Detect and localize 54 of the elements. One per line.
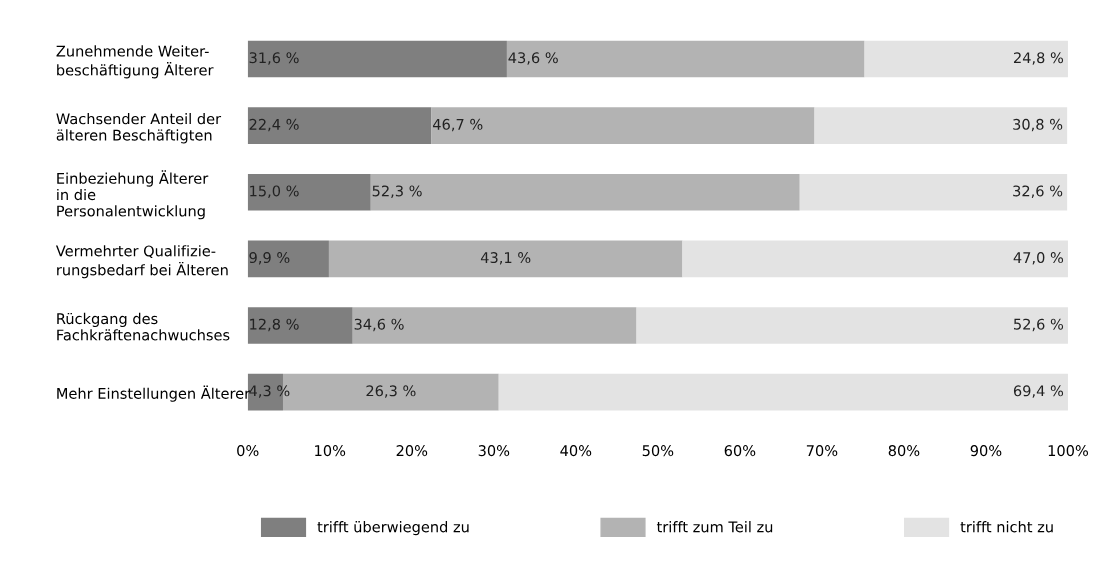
legend-label: trifft zum Teil zu — [656, 521, 773, 533]
bar — [864, 40, 1068, 78]
x-tick-label: 30% — [478, 445, 510, 457]
x-tick-label: 100% — [1048, 445, 1089, 457]
bar — [247, 107, 432, 144]
bar — [814, 107, 1068, 144]
bar — [799, 173, 1068, 211]
x-tick-label: 80% — [888, 445, 920, 457]
x-tick-label: 50% — [642, 445, 674, 457]
data-label: 31,6 % — [249, 52, 299, 65]
y-tick-label: Mehr Einstellungen Älterer — [57, 385, 251, 402]
bar — [352, 307, 637, 344]
data-label: 4,3 % — [249, 385, 290, 398]
data-label: 24,8 % — [1013, 52, 1064, 65]
legend-label: trifft überwiegend zu — [317, 521, 469, 536]
data-label: 12,8 % — [250, 318, 299, 332]
data-label: 47,0 % — [1013, 252, 1064, 265]
data-label: 30,8 % — [1013, 118, 1063, 132]
data-label: 22,4 % — [249, 118, 299, 132]
data-label: 43,6 % — [508, 52, 558, 65]
bar — [636, 307, 1068, 344]
bar — [431, 107, 815, 144]
y-tick-label: Vermehrter Qualifizie- rungsbedarf bei Älteren — [55, 245, 228, 279]
bar — [682, 240, 1068, 278]
data-label: 32,6 % — [1013, 185, 1063, 198]
x-tick-label: 60% — [724, 445, 756, 457]
y-tick-label: Zunehmende Weiter- beschäftigung Älterer — [56, 45, 214, 79]
bar — [247, 240, 329, 278]
bar — [247, 173, 371, 211]
bar — [328, 240, 683, 278]
data-label: 26,3 % — [366, 385, 416, 398]
x-tick-label: 0% — [237, 445, 259, 457]
data-label: 46,7 % — [432, 118, 483, 132]
y-tick-label: Wachsender Anteil der älteren Beschäftigten — [56, 113, 222, 144]
x-tick-label: 10% — [315, 445, 346, 457]
data-label: 52,3 % — [372, 185, 422, 198]
bar — [247, 307, 353, 344]
data-label: 9,9 % — [249, 252, 290, 265]
x-tick-label: 20% — [396, 445, 428, 457]
bar — [498, 373, 1068, 411]
data-label: 43,1 % — [480, 252, 531, 265]
x-tick-label: 40% — [560, 445, 592, 457]
bar — [247, 40, 507, 78]
legend-label: trifft nicht zu — [960, 521, 1053, 533]
data-label: 34,6 % — [354, 318, 404, 332]
data-label: 69,4 % — [1013, 385, 1064, 398]
y-tick-label: Einbeziehung Älterer in die Personalentwicklung — [57, 170, 209, 220]
x-tick-label: 70% — [806, 445, 838, 457]
x-tick-label: 90% — [970, 445, 1002, 457]
data-label: 15,0 % — [250, 185, 299, 198]
y-tick-label: Rückgang des Fachkräftenachwuchses — [57, 312, 230, 341]
bar — [506, 40, 865, 78]
data-label: 52,6 % — [1014, 318, 1064, 332]
bar — [370, 173, 800, 211]
